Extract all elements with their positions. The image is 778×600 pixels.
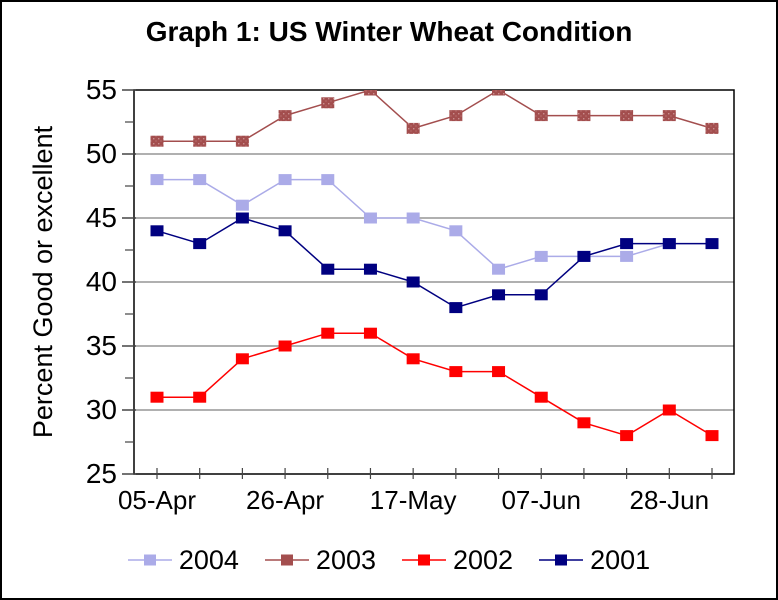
legend-marker-icon — [539, 554, 584, 566]
series-2001 — [150, 212, 719, 314]
legend-item-2003: 2003 — [264, 544, 376, 575]
chart-plot-area: 25 30 35 40 45 50 55 05-Apr 26-Apr 17-May 07-Jun 28… — [28, 74, 735, 515]
legend-label: 2002 — [453, 544, 514, 575]
legend-label: 2003 — [315, 544, 376, 575]
x-tick-label: 28-Jun — [630, 485, 710, 515]
x-tick-label: 05-Apr — [118, 485, 196, 515]
y-axis: 25 30 35 40 45 50 55 — [86, 74, 136, 489]
series-2003 — [150, 90, 719, 147]
y-tick-label: 40 — [86, 266, 117, 297]
y-tick-label: 55 — [86, 74, 117, 105]
legend-marker-icon — [127, 554, 172, 566]
chart-title: Graph 1: US Winter Wheat Condition — [145, 16, 633, 47]
y-tick-label: 25 — [86, 458, 117, 489]
legend-marker-icon — [264, 554, 309, 566]
y-axis-title: Percent Good or excellent — [28, 125, 58, 438]
y-tick-label: 50 — [86, 138, 117, 169]
x-axis: 05-Apr 26-Apr 17-May 07-Jun 28-Jun — [118, 468, 713, 515]
y-tick-label: 45 — [86, 202, 117, 233]
x-tick-label: 17-May — [370, 485, 457, 515]
x-tick-label: 07-Jun — [501, 485, 581, 515]
legend-item-2001: 2001 — [539, 544, 651, 575]
series-2004 — [150, 174, 676, 275]
legend-label: 2004 — [178, 544, 239, 575]
x-tick-label: 26-Apr — [246, 485, 324, 515]
legend-label: 2001 — [590, 544, 651, 575]
legend-item-2002: 2002 — [402, 544, 514, 575]
gridlines — [134, 153, 734, 411]
legend-marker-icon — [402, 554, 446, 566]
y-tick-label: 35 — [86, 330, 117, 361]
legend-item-2004: 2004 — [127, 544, 239, 575]
y-tick-label: 30 — [86, 394, 117, 425]
chart-legend: 2004 2003 2002 2001 — [2, 542, 776, 578]
series-2002 — [150, 327, 719, 442]
